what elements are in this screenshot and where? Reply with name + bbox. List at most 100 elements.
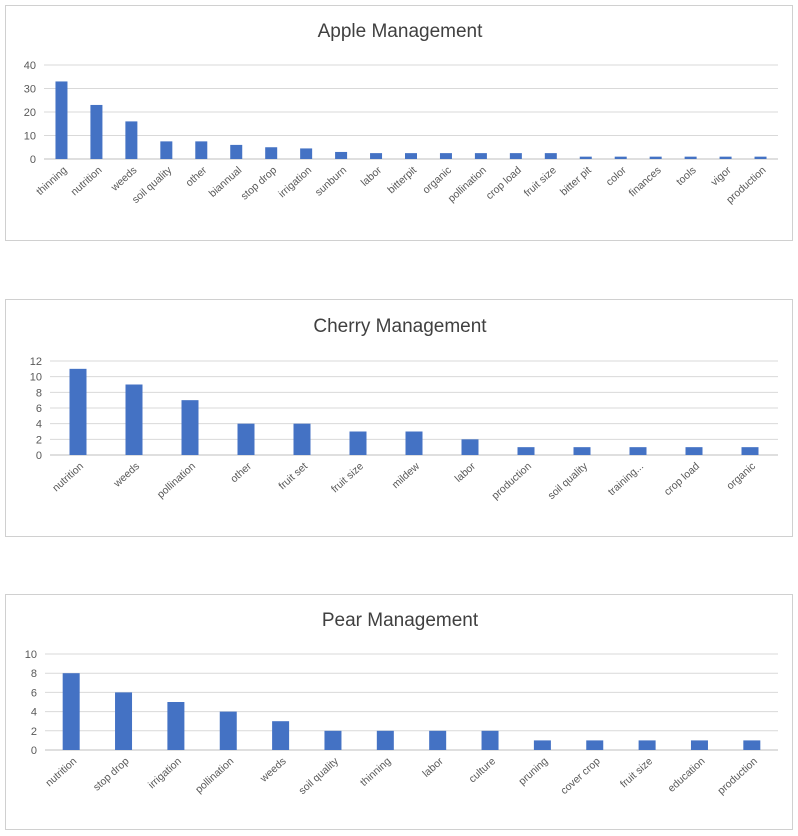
bar xyxy=(684,156,697,159)
category-label: soil quality xyxy=(546,460,591,502)
bar xyxy=(533,740,551,750)
category-label: labor xyxy=(359,164,385,189)
bar xyxy=(219,711,237,750)
category-label: thinning xyxy=(358,755,393,789)
bar xyxy=(638,740,656,750)
bar xyxy=(195,141,208,159)
category-label: other xyxy=(183,164,209,189)
bar xyxy=(719,156,732,159)
bar xyxy=(55,81,68,159)
bar xyxy=(573,447,591,455)
bar xyxy=(690,740,708,750)
category-label: soil quality xyxy=(297,755,342,797)
bar xyxy=(237,423,255,455)
category-label: organic xyxy=(724,460,758,492)
bar xyxy=(125,121,138,159)
bar xyxy=(743,740,761,750)
category-label: pollination xyxy=(155,460,198,501)
bar xyxy=(614,156,627,159)
category-label: tools xyxy=(674,164,699,188)
bar xyxy=(90,104,103,159)
bar xyxy=(649,156,662,159)
bar xyxy=(62,673,80,750)
category-label: weeds xyxy=(257,755,288,785)
category-label: stop drop xyxy=(239,164,280,202)
bar xyxy=(586,740,604,750)
bar xyxy=(349,431,367,455)
y-tick-label: 0 xyxy=(36,450,42,462)
bar xyxy=(754,156,767,159)
category-label: cover crop xyxy=(558,755,603,797)
bar xyxy=(300,148,313,159)
category-label: labor xyxy=(420,755,446,780)
bar xyxy=(509,153,522,159)
category-label: crop load xyxy=(662,460,702,498)
bar xyxy=(741,447,759,455)
category-label: fruit size xyxy=(522,164,559,199)
category-label: irrigation xyxy=(276,164,314,200)
category-label: thinning xyxy=(34,164,69,198)
category-label: pruning xyxy=(516,755,550,787)
y-tick-label: 10 xyxy=(24,131,36,143)
bar xyxy=(335,151,348,159)
bar xyxy=(265,147,278,159)
pear-management-chart: Pear Management 0 2 4 6 8 10 nutrition stop dro… xyxy=(5,594,793,830)
category-label: culture xyxy=(467,755,499,785)
y-tick-label: 0 xyxy=(30,154,36,166)
category-label: weeds xyxy=(111,460,142,490)
category-label: fruit size xyxy=(618,755,655,790)
apple-chart-svg: Apple Management 0 10 20 30 40 thinning nutrit… xyxy=(24,21,778,206)
y-tick-label: 10 xyxy=(25,649,37,661)
category-label: mildew xyxy=(390,460,423,491)
category-label: bitter pit xyxy=(558,164,594,198)
y-tick-label: 6 xyxy=(36,403,42,415)
y-tick-label: 12 xyxy=(30,356,42,368)
bar xyxy=(376,730,394,750)
cherry-management-chart: Cherry Management 0 2 4 6 8 10 12 nutrition weed… xyxy=(5,299,793,537)
category-label: fruit set xyxy=(276,460,310,492)
bar xyxy=(125,384,143,455)
bar xyxy=(685,447,703,455)
y-tick-label: 8 xyxy=(36,387,42,399)
pear-chart-svg: Pear Management 0 2 4 6 8 10 nutrition stop dro… xyxy=(25,610,778,797)
bar xyxy=(405,431,423,455)
y-tick-label: 30 xyxy=(24,84,36,96)
category-label: weeds xyxy=(108,164,139,194)
bar xyxy=(272,721,290,750)
bar xyxy=(517,447,535,455)
category-label: stop drop xyxy=(91,755,132,793)
bar xyxy=(429,730,447,750)
y-tick-label: 40 xyxy=(24,60,36,72)
category-label: production xyxy=(490,460,535,502)
category-label: other xyxy=(228,460,254,485)
chart-title: Cherry Management xyxy=(313,316,487,337)
bar xyxy=(370,153,383,159)
apple-management-chart: Apple Management 0 10 20 30 40 thinning nutrit… xyxy=(5,5,793,241)
bar xyxy=(439,153,452,159)
bar xyxy=(324,730,342,750)
category-label: vigor xyxy=(709,164,734,188)
chart-title: Pear Management xyxy=(322,610,479,631)
category-label: production xyxy=(715,755,760,797)
y-tick-label: 2 xyxy=(31,726,37,738)
category-label: pollination xyxy=(193,755,236,796)
category-label: irrigation xyxy=(146,755,184,791)
bar xyxy=(579,156,592,159)
bar xyxy=(481,730,499,750)
category-label: sunburn xyxy=(313,164,349,198)
category-label: fruit size xyxy=(329,460,366,495)
chart-title: Apple Management xyxy=(318,21,483,42)
y-tick-label: 4 xyxy=(36,419,42,431)
category-label: training... xyxy=(606,460,646,498)
bar xyxy=(629,447,647,455)
bar xyxy=(181,400,199,455)
bar xyxy=(544,153,557,159)
y-tick-label: 8 xyxy=(31,668,37,680)
y-tick-label: 10 xyxy=(30,372,42,384)
y-tick-label: 20 xyxy=(24,107,36,119)
y-tick-label: 2 xyxy=(36,434,42,446)
bar xyxy=(167,702,185,750)
bar xyxy=(230,144,243,159)
bar xyxy=(69,368,87,455)
category-label: color xyxy=(604,164,629,188)
